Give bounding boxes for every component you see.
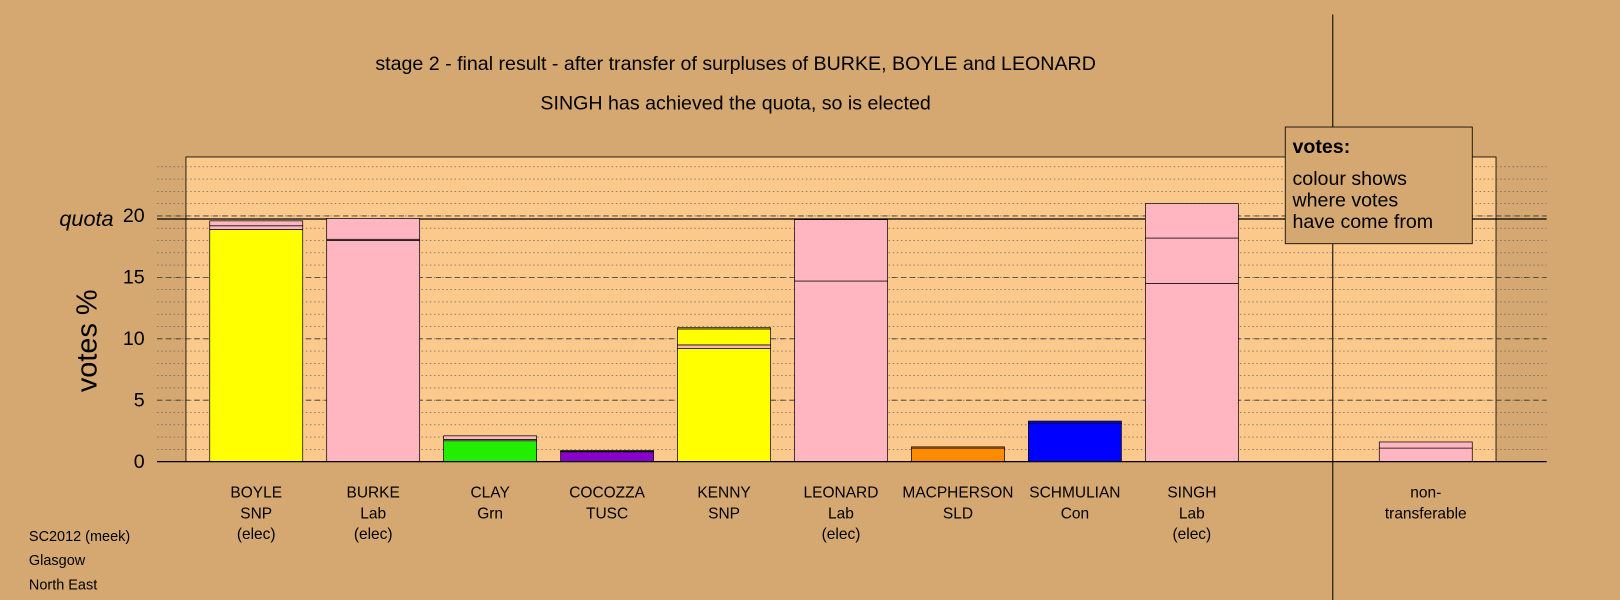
- y-tick-label: 5: [134, 389, 145, 411]
- footer-text: North East: [29, 577, 97, 593]
- x-tick-label: SINGH: [1167, 485, 1216, 502]
- x-tick-label: CLAY: [470, 485, 509, 502]
- bar-segment: [1028, 423, 1122, 462]
- quota-label: quota: [59, 206, 113, 231]
- bar-segment: [560, 451, 654, 462]
- bar-segment: [677, 348, 771, 462]
- bar-segment: [443, 435, 537, 440]
- y-tick-label: 20: [123, 205, 145, 227]
- bar-segment: [1145, 203, 1239, 239]
- chart-subtitle: SINGH has achieved the quota, so is elec…: [540, 92, 930, 114]
- legend-title: votes:: [1292, 136, 1350, 158]
- bar-segment: [326, 240, 421, 462]
- x-tick-label: MACPHERSON: [902, 485, 1013, 502]
- x-tick-label: SNP: [240, 505, 272, 522]
- bar-segment: [209, 220, 304, 227]
- x-tick-label: SLD: [943, 505, 973, 522]
- x-tick-label: (elec): [237, 526, 276, 543]
- legend-box: [1284, 126, 1473, 245]
- bar-segment: [1145, 283, 1239, 462]
- x-tick-label: (elec): [1172, 526, 1211, 543]
- x-tick-label: transferable: [1385, 505, 1467, 522]
- x-tick-label: (elec): [354, 526, 393, 543]
- bar-segment: [443, 440, 537, 462]
- x-tick-label: LEONARD: [804, 485, 879, 502]
- x-tick-label: (elec): [822, 526, 861, 543]
- bar-segment: [911, 447, 1005, 462]
- bar-segment: [1028, 420, 1122, 424]
- x-tick-label: Grn: [477, 505, 503, 522]
- legend-text: colour shows: [1292, 168, 1407, 190]
- x-tick-label: SNP: [708, 505, 740, 522]
- y-axis-label: votes %: [71, 289, 103, 392]
- footer-text: SC2012 (meek): [29, 529, 130, 545]
- x-tick-label: TUSC: [586, 505, 628, 522]
- x-tick-label: Lab: [360, 505, 386, 522]
- bar-segment: [560, 450, 654, 452]
- bar-segment: [677, 328, 771, 346]
- y-tick-label: 0: [134, 451, 145, 473]
- x-tick-label: SCHMULIAN: [1029, 485, 1120, 502]
- bar-segment: [677, 327, 771, 330]
- bar-segment: [794, 219, 888, 282]
- legend-text: where votes: [1291, 190, 1398, 212]
- legend-text: have come from: [1292, 211, 1433, 233]
- chart-title: stage 2 - final result - after transfer …: [375, 53, 1096, 75]
- x-tick-label: BURKE: [346, 485, 399, 502]
- bar-segment: [794, 280, 888, 462]
- bar-segment: [326, 218, 421, 240]
- bar-segment: [209, 229, 304, 462]
- y-tick-label: 15: [123, 267, 145, 289]
- bar-segment: [1145, 237, 1239, 284]
- footer-text: Glasgow: [29, 553, 86, 569]
- bar-segment: [1378, 447, 1473, 462]
- x-tick-label: non-: [1410, 485, 1441, 502]
- bar-segment: [677, 344, 771, 349]
- x-tick-label: Lab: [828, 505, 854, 522]
- x-tick-label: Lab: [1179, 505, 1205, 522]
- bar-segment: [794, 218, 888, 220]
- x-tick-label: COCOZZA: [569, 485, 645, 502]
- x-tick-label: KENNY: [697, 485, 750, 502]
- y-tick-label: 10: [123, 328, 145, 350]
- x-tick-label: Con: [1061, 505, 1089, 522]
- bar-segment: [209, 225, 304, 230]
- bar-segment: [911, 446, 1005, 449]
- bar-segment: [1378, 441, 1473, 449]
- x-tick-label: BOYLE: [230, 485, 282, 502]
